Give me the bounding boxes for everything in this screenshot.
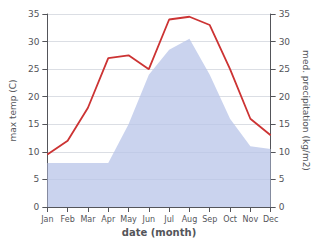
- svg-text:5: 5: [279, 174, 285, 184]
- svg-text:Nov: Nov: [243, 215, 259, 224]
- svg-text:35: 35: [28, 9, 39, 19]
- svg-text:10: 10: [28, 147, 40, 157]
- svg-text:Dec: Dec: [263, 215, 278, 224]
- svg-text:20: 20: [279, 92, 291, 102]
- svg-text:30: 30: [279, 37, 291, 47]
- svg-text:30: 30: [28, 37, 40, 47]
- svg-text:15: 15: [279, 119, 290, 129]
- svg-text:0: 0: [279, 202, 285, 212]
- svg-text:Oct: Oct: [223, 215, 237, 224]
- svg-text:Sep: Sep: [202, 215, 217, 224]
- svg-text:max temp (C): max temp (C): [8, 79, 18, 141]
- svg-text:May: May: [120, 215, 137, 224]
- svg-text:med. precipitation (kg/m2): med. precipitation (kg/m2): [301, 50, 311, 171]
- svg-text:date (month): date (month): [122, 227, 196, 238]
- svg-text:10: 10: [279, 147, 291, 157]
- svg-text:Apr: Apr: [101, 215, 116, 224]
- svg-text:15: 15: [28, 119, 39, 129]
- svg-text:25: 25: [28, 64, 39, 74]
- svg-text:25: 25: [279, 64, 290, 74]
- svg-text:0: 0: [34, 202, 40, 212]
- svg-text:Jul: Jul: [163, 215, 174, 224]
- svg-text:35: 35: [279, 9, 290, 19]
- svg-text:20: 20: [28, 92, 40, 102]
- svg-text:5: 5: [34, 174, 40, 184]
- svg-text:Aug: Aug: [182, 215, 198, 224]
- svg-text:Jun: Jun: [142, 215, 156, 224]
- svg-text:Feb: Feb: [61, 215, 75, 224]
- svg-text:Mar: Mar: [80, 215, 96, 224]
- svg-text:Jan: Jan: [40, 215, 53, 224]
